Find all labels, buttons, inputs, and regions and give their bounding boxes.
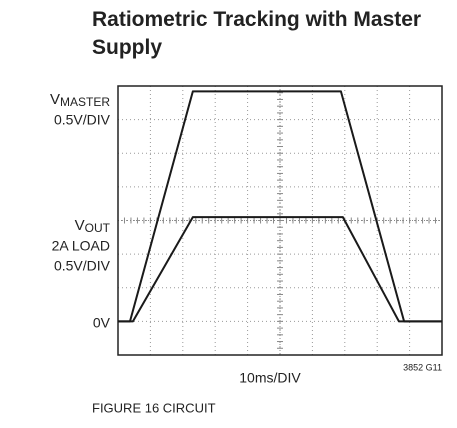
zero-label: 0V [93,315,111,331]
master-label: VMASTER [50,91,110,109]
master-sub: MASTER [60,95,110,109]
figure-code: 3852 G11 [403,362,442,372]
master-scale: 0.5V/DIV [54,112,111,128]
out-label: VOUT [75,217,111,235]
master-main: V [50,91,60,108]
out-scale: 0.5V/DIV [54,258,111,274]
out-sub: OUT [85,221,111,235]
out-main: V [75,217,85,234]
chart-title: Ratiometric Tracking with Master Supply [92,8,422,59]
x-axis-label: 10ms/DIV [239,370,301,386]
out-load: 2A LOAD [52,238,110,254]
trace [118,216,442,323]
plot-frame [117,85,443,356]
caption: FIGURE 16 CIRCUIT [92,400,216,415]
